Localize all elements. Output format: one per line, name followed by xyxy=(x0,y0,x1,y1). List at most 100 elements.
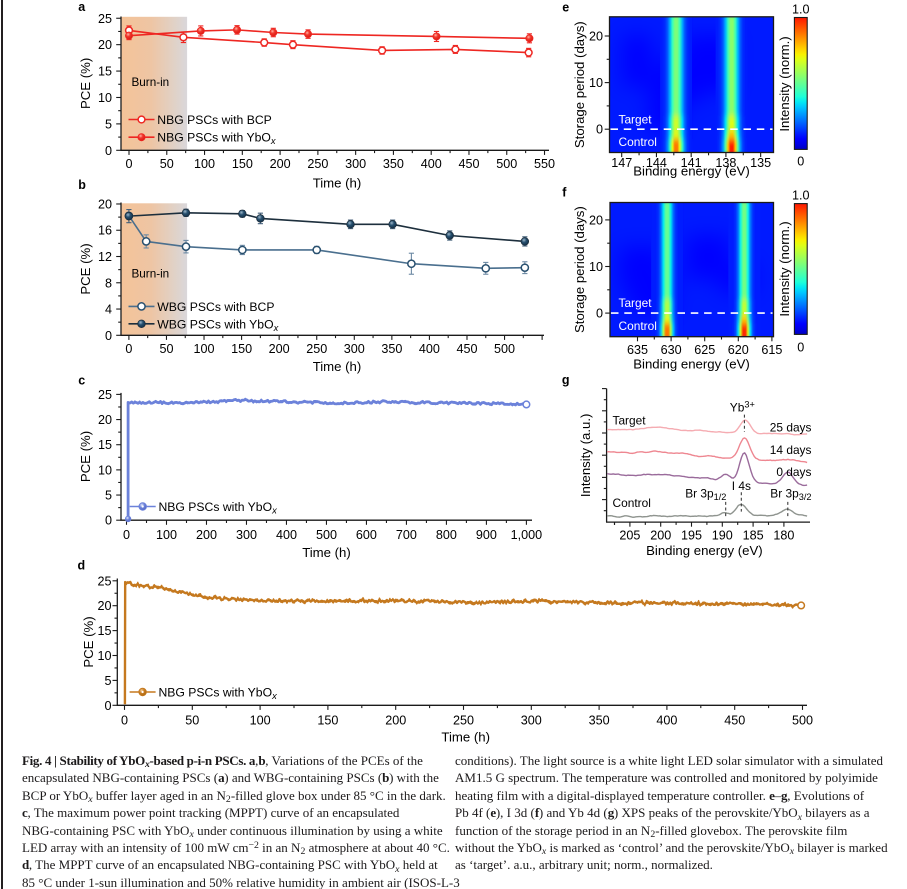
svg-text:a: a xyxy=(78,0,86,14)
svg-text:205: 205 xyxy=(619,528,640,542)
svg-text:200: 200 xyxy=(385,713,406,727)
svg-text:100: 100 xyxy=(194,342,215,356)
svg-text:635: 635 xyxy=(627,343,648,357)
svg-text:147: 147 xyxy=(611,156,632,170)
svg-text:1.0: 1.0 xyxy=(792,189,810,203)
svg-text:250: 250 xyxy=(306,342,327,356)
svg-text:PCE (%): PCE (%) xyxy=(81,616,96,667)
svg-text:1.0: 1.0 xyxy=(792,3,810,17)
svg-text:50: 50 xyxy=(185,713,199,727)
svg-text:b: b xyxy=(78,178,86,192)
svg-text:400: 400 xyxy=(276,528,297,542)
svg-text:144: 144 xyxy=(646,156,667,170)
svg-text:0: 0 xyxy=(104,699,111,713)
svg-text:141: 141 xyxy=(681,156,702,170)
svg-text:Yb3+: Yb3+ xyxy=(730,400,755,415)
svg-text:Target: Target xyxy=(619,113,653,127)
svg-text:I 4s: I 4s xyxy=(732,479,751,493)
svg-text:200: 200 xyxy=(270,157,291,171)
svg-text:350: 350 xyxy=(589,713,610,727)
svg-text:350: 350 xyxy=(381,342,402,356)
svg-text:PCE (%): PCE (%) xyxy=(78,431,93,482)
svg-text:Target: Target xyxy=(619,296,653,310)
svg-text:550: 550 xyxy=(534,157,555,171)
svg-text:PCE (%): PCE (%) xyxy=(78,243,93,294)
svg-text:8: 8 xyxy=(105,276,112,290)
svg-text:0 days: 0 days xyxy=(776,465,811,479)
svg-text:Storage period (days): Storage period (days) xyxy=(572,21,587,148)
svg-text:10: 10 xyxy=(98,463,112,477)
svg-text:20: 20 xyxy=(98,38,112,52)
svg-text:25: 25 xyxy=(98,388,112,402)
svg-text:10: 10 xyxy=(589,76,603,90)
svg-text:615: 615 xyxy=(761,343,782,357)
svg-text:PCE (%): PCE (%) xyxy=(78,58,93,109)
svg-text:195: 195 xyxy=(681,528,702,542)
svg-text:500: 500 xyxy=(316,528,337,542)
svg-text:500: 500 xyxy=(494,342,515,356)
svg-text:50: 50 xyxy=(160,157,174,171)
svg-text:300: 300 xyxy=(344,342,365,356)
svg-text:200: 200 xyxy=(650,528,671,542)
svg-text:Intensity (a.u.): Intensity (a.u.) xyxy=(578,414,593,498)
svg-text:100: 100 xyxy=(156,528,177,542)
svg-text:Time (h): Time (h) xyxy=(313,359,362,374)
svg-text:12: 12 xyxy=(98,250,112,264)
svg-text:350: 350 xyxy=(383,157,404,171)
svg-text:0: 0 xyxy=(121,713,128,727)
svg-text:20: 20 xyxy=(98,413,112,427)
svg-text:300: 300 xyxy=(521,713,542,727)
svg-text:200: 200 xyxy=(196,528,217,542)
svg-text:Target: Target xyxy=(613,414,647,428)
svg-text:Control: Control xyxy=(613,496,651,510)
svg-text:Br 3p1/2: Br 3p1/2 xyxy=(685,486,726,502)
svg-text:Br 3p3/2: Br 3p3/2 xyxy=(770,486,811,502)
svg-text:25 days: 25 days xyxy=(770,421,812,435)
svg-text:c: c xyxy=(78,374,85,388)
svg-text:700: 700 xyxy=(396,528,417,542)
svg-text:630: 630 xyxy=(661,343,682,357)
svg-text:Time (h): Time (h) xyxy=(313,176,362,191)
svg-text:NBG PSCs with YbOx: NBG PSCs with YbOx xyxy=(159,500,278,516)
svg-text:Binding energy (eV): Binding energy (eV) xyxy=(646,543,763,558)
svg-text:5: 5 xyxy=(105,117,112,131)
svg-text:450: 450 xyxy=(456,342,477,356)
svg-text:15: 15 xyxy=(98,65,112,79)
svg-text:Storage period (days): Storage period (days) xyxy=(572,206,587,333)
svg-text:0: 0 xyxy=(596,123,603,137)
svg-text:WBG PSCs with YbOx: WBG PSCs with YbOx xyxy=(157,317,278,333)
svg-text:300: 300 xyxy=(236,528,257,542)
svg-text:Burn-in: Burn-in xyxy=(132,268,170,281)
svg-text:250: 250 xyxy=(453,713,474,727)
svg-text:10: 10 xyxy=(97,649,111,663)
svg-text:25: 25 xyxy=(97,574,111,588)
svg-text:1,000: 1,000 xyxy=(511,528,543,542)
svg-text:5: 5 xyxy=(105,489,112,503)
svg-text:20: 20 xyxy=(589,30,603,44)
svg-text:0: 0 xyxy=(105,144,112,158)
svg-text:Intensity (norm.): Intensity (norm.) xyxy=(777,36,792,131)
svg-text:150: 150 xyxy=(231,342,252,356)
svg-text:14 days: 14 days xyxy=(770,443,812,457)
svg-text:138: 138 xyxy=(715,156,736,170)
svg-text:16: 16 xyxy=(98,224,112,238)
svg-text:200: 200 xyxy=(269,342,290,356)
svg-text:135: 135 xyxy=(750,156,771,170)
svg-text:250: 250 xyxy=(307,157,328,171)
svg-text:500: 500 xyxy=(496,157,517,171)
svg-text:4: 4 xyxy=(105,303,112,317)
svg-text:0: 0 xyxy=(125,342,132,356)
svg-text:20: 20 xyxy=(98,197,112,211)
svg-text:f: f xyxy=(562,186,567,200)
svg-text:25: 25 xyxy=(98,12,112,26)
svg-text:0: 0 xyxy=(797,341,804,355)
svg-text:0: 0 xyxy=(105,329,112,343)
svg-text:400: 400 xyxy=(419,342,440,356)
svg-text:0: 0 xyxy=(125,157,132,171)
svg-text:150: 150 xyxy=(232,157,253,171)
svg-text:15: 15 xyxy=(97,624,111,638)
svg-text:10: 10 xyxy=(589,260,603,274)
svg-text:900: 900 xyxy=(476,528,497,542)
svg-text:620: 620 xyxy=(728,343,749,357)
svg-text:e: e xyxy=(562,1,569,15)
